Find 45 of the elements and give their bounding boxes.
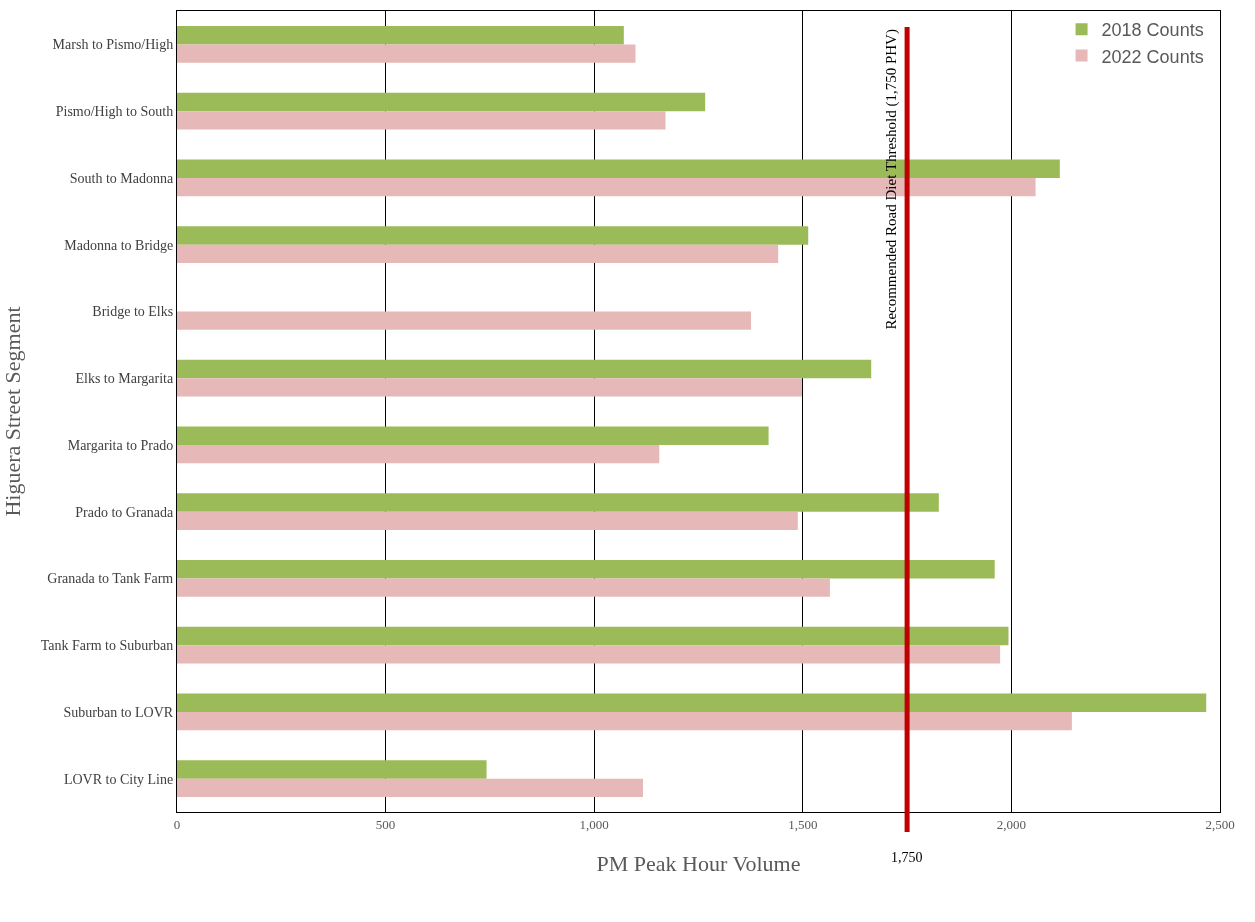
x-tick-label: 2,000: [996, 816, 1027, 832]
bar: [177, 693, 1207, 712]
x-tick-label: 0: [173, 816, 181, 832]
x-axis-title: PM Peak Hour Volume: [596, 851, 801, 877]
x-tick-label: 1,000: [579, 816, 609, 832]
bar: [177, 511, 798, 530]
y-tick-label: Tank Farm to Suburban: [40, 638, 174, 654]
legend-label: 2018 Counts: [1101, 20, 1204, 41]
bar: [177, 111, 666, 130]
bar: [177, 760, 487, 779]
y-tick-label: Margarita to Prado: [67, 437, 174, 453]
bar: [177, 645, 1001, 664]
ref-line-label: Recommended Road Diet Threshold (1,750 PHV): [882, 29, 900, 330]
bar: [177, 244, 779, 263]
bar: [177, 778, 644, 797]
bar: [177, 26, 624, 45]
bar: [177, 626, 1009, 646]
bar: [177, 378, 802, 397]
y-tick-label: Bridge to Elks: [92, 304, 174, 320]
bar: [177, 92, 706, 112]
x-tick-label: 500: [375, 816, 396, 832]
bar: [177, 493, 939, 512]
x-tick-label: 2,500: [1205, 816, 1235, 832]
y-tick-label: Madonna to Bridge: [64, 237, 174, 253]
bar: [177, 44, 636, 63]
bar: [177, 311, 752, 330]
y-tick-label: LOVR to City Line: [63, 771, 174, 787]
y-tick-label: Suburban to LOVR: [63, 704, 174, 720]
bar: [177, 578, 830, 597]
bar: [177, 711, 1072, 731]
y-tick-label: Prado to Granada: [75, 504, 174, 520]
y-tick-label: Elks to Margarita: [75, 371, 174, 387]
y-tick-label: South to Madonna: [69, 170, 174, 186]
y-axis-title: Higuera Street Segment: [0, 306, 25, 517]
y-tick-label: Pismo/High to South: [55, 104, 174, 120]
bar: [177, 426, 769, 445]
y-tick-label: Granada to Tank Farm: [47, 571, 174, 587]
bar: [177, 359, 872, 379]
bar: [177, 560, 995, 579]
bar: [177, 226, 809, 245]
y-tick-label: Marsh to Pismo/High: [52, 37, 174, 53]
text: 1,750: [891, 850, 923, 865]
x-tick-label: 1,500: [788, 816, 818, 832]
bar: [177, 444, 660, 464]
legend-label: 2022 Counts: [1101, 46, 1204, 67]
